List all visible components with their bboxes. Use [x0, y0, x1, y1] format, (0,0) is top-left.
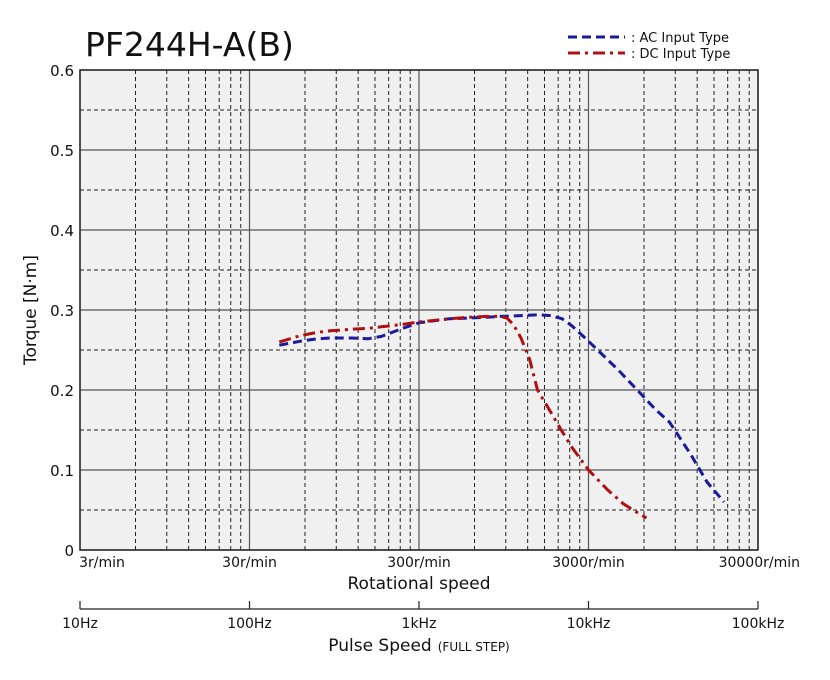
- x-tick-label: 3r/min: [79, 555, 125, 571]
- y-tick-label: 0: [64, 542, 74, 560]
- series-line-dc: [278, 314, 648, 520]
- plot-frame: [79, 69, 759, 551]
- pulse-tick-label: 100kHz: [732, 616, 785, 632]
- x-axis-label: Rotational speed: [348, 574, 491, 594]
- pulse-speed-label-main: Pulse Speed: [328, 636, 431, 656]
- y-tick-label: 0.1: [50, 462, 74, 480]
- pulse-speed-label-sub: (FULL STEP): [438, 640, 510, 654]
- series-layer: [278, 313, 726, 520]
- y-axis-label: Torque [N·m]: [21, 255, 41, 366]
- pulse-speed-label: Pulse Speed (FULL STEP): [328, 636, 509, 656]
- x-tick-label: 3000r/min: [552, 555, 625, 571]
- y-tick-label: 0.4: [50, 222, 74, 240]
- y-tick-label: 0.6: [50, 62, 74, 80]
- legend-name-dc: DC Input Type: [640, 47, 731, 62]
- legend-colon-dc: :: [631, 47, 640, 62]
- legend-label-dc: : DC Input Type: [631, 47, 730, 62]
- legend: : AC Input Type : DC Input Type: [568, 31, 730, 62]
- chart-title: PF244H-A(B): [85, 25, 294, 64]
- y-tick-label: 0.3: [50, 302, 74, 320]
- pulse-tick-label: 10Hz: [62, 616, 98, 632]
- legend-label-ac: : AC Input Type: [631, 31, 729, 46]
- series-line-ac: [279, 313, 726, 503]
- pulse-tick-label: 10kHz: [567, 616, 611, 632]
- y-tick-label: 0.5: [50, 142, 74, 160]
- pulse-speed-axis: 10Hz 100Hz 1kHz 10kHz 100kHz: [62, 601, 784, 632]
- pulse-tick-label: 1kHz: [402, 616, 437, 632]
- y-tick-labels: 0 0.1 0.2 0.3 0.4 0.5 0.6: [50, 62, 74, 560]
- x-tick-label: 30000r/min: [719, 555, 800, 571]
- x-tick-label: 30r/min: [222, 555, 277, 571]
- x-tick-label: 300r/min: [387, 555, 451, 571]
- x-tick-labels: 3r/min 30r/min 300r/min 3000r/min 30000r/min: [79, 555, 800, 571]
- pulse-tick-label: 100Hz: [227, 616, 272, 632]
- legend-name-ac: AC Input Type: [640, 31, 730, 46]
- y-tick-label: 0.2: [50, 382, 74, 400]
- legend-colon-ac: :: [631, 31, 640, 46]
